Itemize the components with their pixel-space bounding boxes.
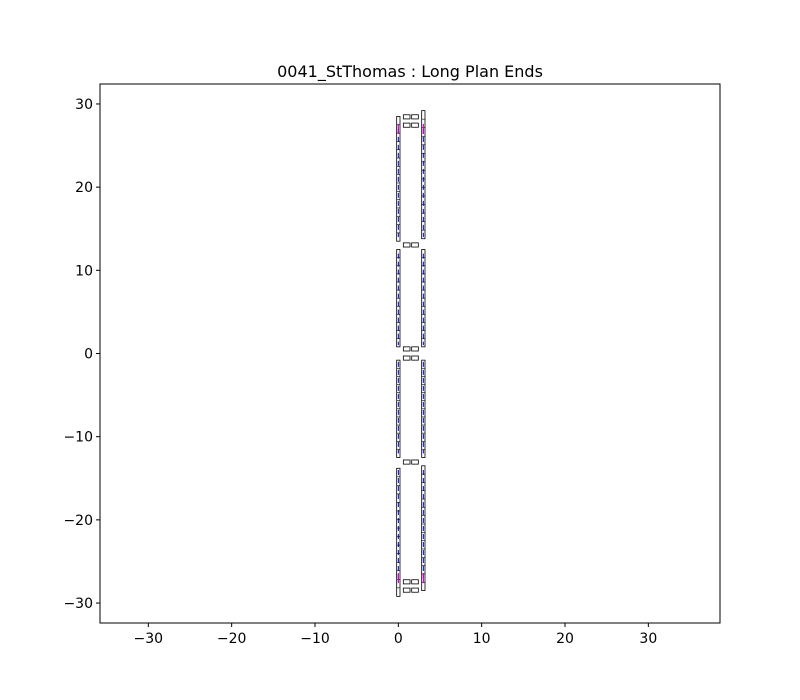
end-box [411, 346, 419, 352]
x-tick-label: −10 [300, 631, 330, 647]
column-segment [421, 110, 426, 240]
end-box [411, 579, 419, 585]
end-box [402, 355, 411, 361]
y-tick-label: 10 [75, 263, 93, 279]
end-box [411, 242, 419, 248]
end-box [411, 587, 419, 593]
column-segment [396, 116, 401, 242]
end-box [402, 114, 411, 120]
x-tick-label: −20 [217, 631, 247, 647]
x-tick-label: 0 [394, 631, 403, 647]
y-tick-label: 0 [84, 347, 93, 363]
column-segment [421, 465, 426, 591]
x-tick-label: 20 [556, 631, 574, 647]
end-box [411, 355, 419, 361]
x-tick-label: −30 [134, 631, 164, 647]
y-tick-label: −10 [63, 430, 93, 446]
x-tick-label: 30 [639, 631, 657, 647]
end-box [402, 587, 411, 593]
end-box [402, 579, 411, 585]
end-box [411, 122, 419, 128]
end-box [411, 459, 419, 465]
end-box [411, 114, 419, 120]
end-box [402, 459, 411, 465]
y-tick-label: −30 [63, 596, 93, 612]
y-tick-label: 20 [75, 180, 93, 196]
plot-area [100, 84, 720, 623]
end-box [402, 346, 411, 352]
plot-frame [99, 83, 721, 624]
axis-ticks: −30 −20 −10 0 10 20 30 −30 −20 −10 0 10 20 30 [63, 97, 657, 647]
column-segment [396, 467, 401, 597]
y-tick-label: 30 [75, 97, 93, 113]
y-tick-label: −20 [63, 513, 93, 529]
chart-title: 0041_StThomas : Long Plan Ends [277, 62, 543, 82]
end-box [402, 122, 411, 128]
plan-marks [396, 110, 426, 597]
x-tick-label: 10 [473, 631, 491, 647]
end-box [402, 242, 411, 248]
